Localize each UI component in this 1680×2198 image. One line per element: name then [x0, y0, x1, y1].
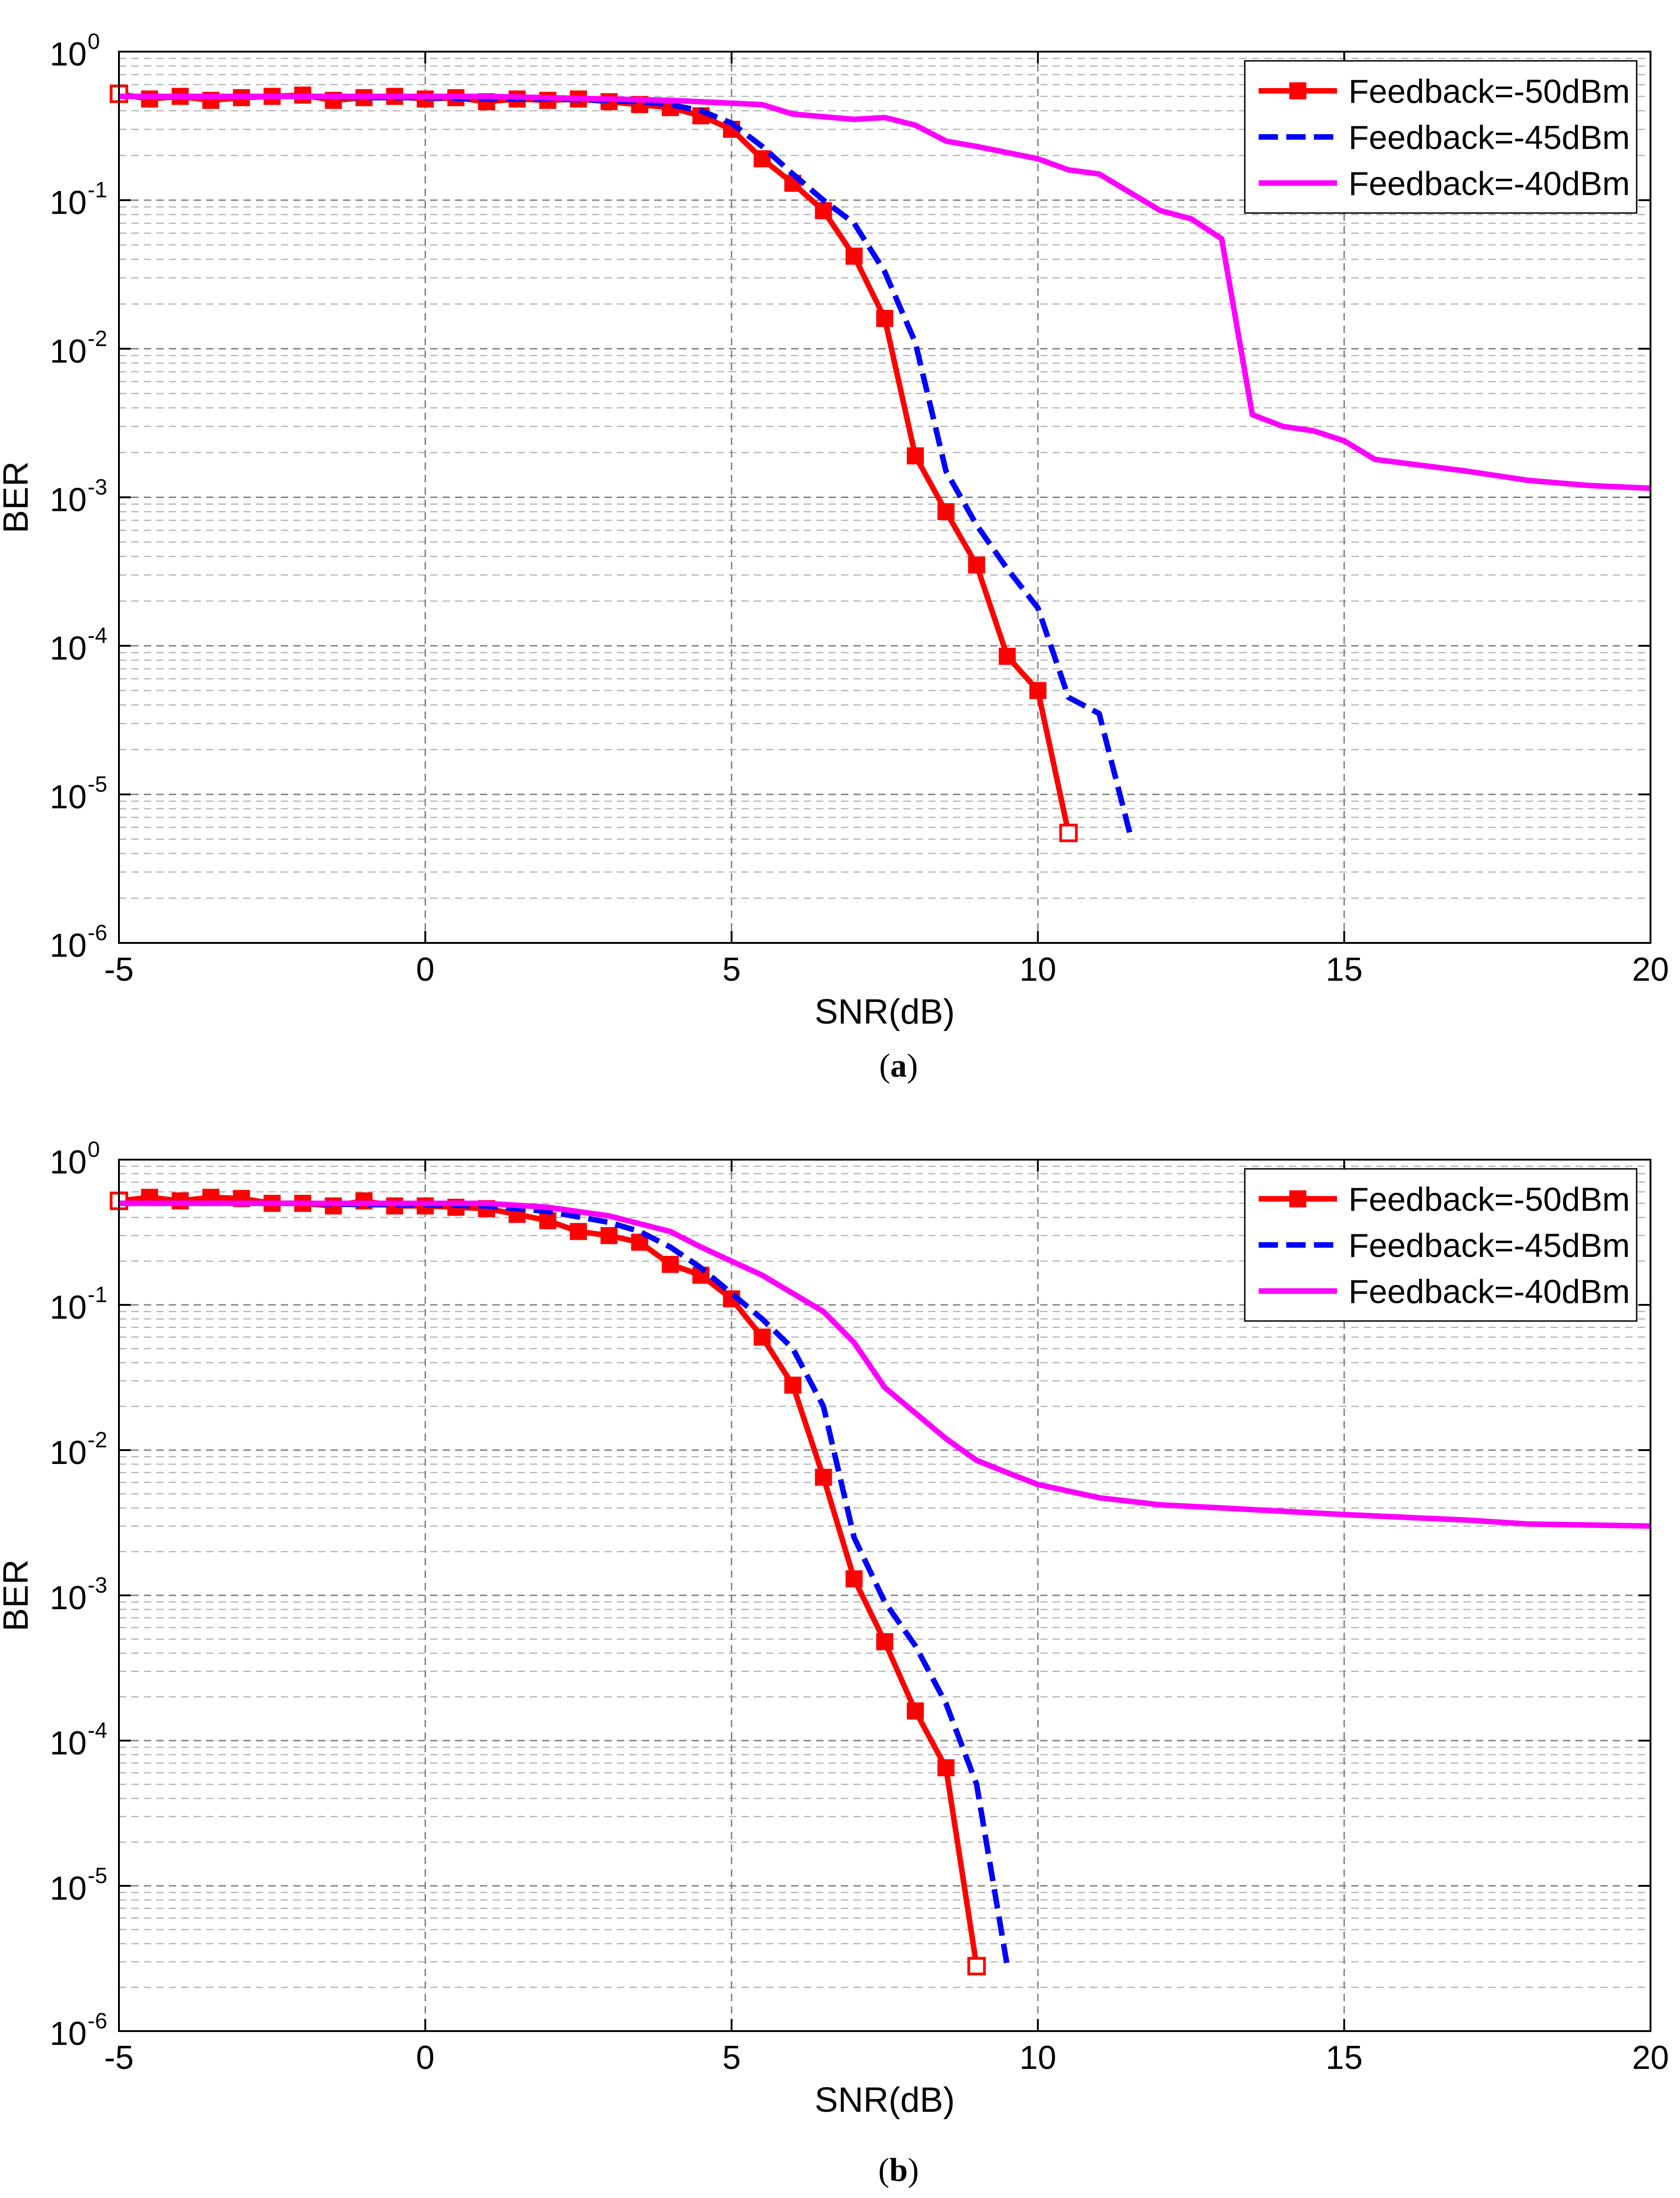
series-line [119, 1200, 1651, 1529]
legend-swatch-marker [1289, 82, 1307, 100]
data-point [906, 447, 924, 465]
y-tick-label: 10 [50, 482, 87, 519]
data-point [1059, 824, 1078, 842]
data-point [937, 1759, 955, 1777]
x-tick-label: 15 [1326, 2039, 1363, 2076]
y-tick-exponent: 0 [88, 1138, 100, 1162]
data-point [876, 1633, 893, 1650]
y-tick-label: 10 [50, 1580, 87, 1617]
y-axis-label: BER [0, 461, 35, 533]
y-tick-label: 10 [50, 184, 87, 221]
data-point [539, 1212, 556, 1229]
x-tick-label: 15 [1326, 951, 1363, 988]
x-tick-label: 5 [722, 951, 741, 988]
legend-label: Feedback=-40dBm [1349, 1274, 1630, 1310]
y-tick-label: 10 [50, 333, 87, 370]
data-point [937, 503, 955, 521]
data-point [846, 248, 863, 265]
x-axis-label: SNR(dB) [815, 2080, 955, 2120]
y-tick-exponent: -3 [88, 1573, 107, 1598]
series-3 [119, 94, 1651, 491]
panel-caption: (a) [879, 1047, 918, 1084]
y-tick-label: 10 [50, 1144, 87, 1181]
series-2 [119, 1200, 1010, 1967]
y-tick-label: 10 [50, 2015, 87, 2052]
y-tick-label: 10 [50, 630, 87, 667]
legend-label: Feedback=-50dBm [1349, 1181, 1630, 1218]
x-tick-label: 10 [1019, 951, 1056, 988]
data-point [967, 1957, 986, 1976]
data-point [570, 1223, 587, 1240]
y-tick-label: 10 [50, 1289, 87, 1326]
x-tick-label: -5 [104, 2039, 134, 2076]
data-point [662, 1256, 679, 1273]
legend-label: Feedback=-45dBm [1349, 1227, 1630, 1264]
y-tick-label: 10 [50, 927, 87, 964]
data-point [906, 1702, 924, 1720]
legend: Feedback=-50dBm Feedback=-45dBm Feedback=-… [1244, 1168, 1638, 1322]
legend-swatch-marker [1289, 1190, 1307, 1208]
y-axis-label: BER [0, 1559, 35, 1631]
y-tick-exponent: -2 [88, 1428, 107, 1452]
x-tick-label: -5 [104, 951, 134, 988]
y-tick-exponent: -4 [88, 624, 107, 648]
data-point [600, 1227, 618, 1244]
legend-label: Feedback=-45dBm [1349, 119, 1630, 156]
data-point [784, 1376, 802, 1394]
x-tick-label: 5 [722, 2039, 741, 2076]
data-point [753, 1328, 771, 1346]
data-point [753, 150, 771, 167]
y-tick-exponent: -2 [88, 326, 107, 351]
y-tick-exponent: -6 [88, 921, 107, 945]
data-point [846, 1570, 863, 1588]
y-tick-exponent: -4 [88, 1718, 107, 1743]
y-tick-exponent: -5 [88, 772, 107, 797]
y-tick-exponent: -1 [88, 1283, 107, 1307]
data-point [876, 310, 893, 327]
y-tick-exponent: -3 [88, 475, 107, 500]
y-tick-label: 10 [50, 1434, 87, 1471]
y-tick-exponent: -6 [88, 2009, 107, 2033]
x-tick-label: 20 [1632, 2039, 1669, 2076]
y-tick-label: 10 [50, 1870, 87, 1907]
y-tick-exponent: -1 [88, 178, 107, 202]
x-axis-label: SNR(dB) [815, 992, 955, 1031]
y-tick-exponent: 0 [88, 30, 100, 54]
y-tick-label: 10 [50, 1725, 87, 1762]
series-3 [119, 1200, 1651, 1529]
panel-caption: (b) [878, 2151, 919, 2188]
x-tick-label: 0 [416, 951, 434, 988]
series-line [119, 94, 1651, 491]
x-tick-label: 10 [1019, 2039, 1056, 2076]
legend: Feedback=-50dBm Feedback=-45dBm Feedback=-… [1244, 60, 1638, 214]
y-tick-label: 10 [50, 36, 87, 73]
x-tick-label: 20 [1632, 951, 1669, 988]
data-point [815, 202, 832, 219]
legend-label: Feedback=-40dBm [1349, 166, 1630, 202]
legend-box [1244, 1168, 1638, 1322]
y-tick-exponent: -5 [88, 1864, 107, 1888]
legend-box [1244, 60, 1638, 214]
data-point [1029, 682, 1047, 699]
data-point [815, 1469, 832, 1486]
legend-label: Feedback=-50dBm [1349, 73, 1630, 110]
data-point [999, 647, 1016, 665]
data-point [968, 556, 985, 574]
series-line [119, 1200, 1010, 1967]
y-tick-label: 10 [50, 779, 87, 816]
x-tick-label: 0 [416, 2039, 434, 2076]
